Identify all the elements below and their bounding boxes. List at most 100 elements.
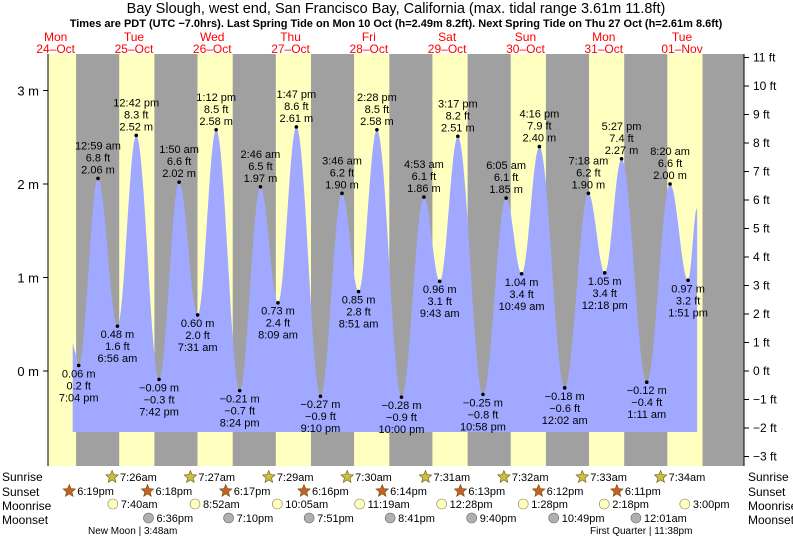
tide-area [72,127,698,432]
tide-time: 12:59 am [75,140,121,152]
tide-point [276,300,280,305]
moon-phase-first-quarter: First Quarter | 11:38pm [590,526,692,537]
tide-height-ft: 6.5 ft [248,161,272,173]
sunset-icon [531,483,546,497]
tide-height-ft: 6.1 ft [494,172,518,184]
moonrise-time: 8:52am [203,499,240,511]
tide-height-m: 0.60 m [181,318,215,330]
day-label-date: 28–Oct [349,42,388,56]
moonrise-icon [189,498,201,510]
tide-time: 8:20 am [650,146,690,158]
moonset-time: 6:36pm [156,513,193,525]
left-tick-label: 0 m [17,364,39,379]
tide-time: 10:58 pm [460,421,506,433]
tide-time: 12:42 pm [113,97,159,109]
tide-time: 12:18 pm [582,300,628,312]
moonrise-icon [107,498,119,510]
tide-curve [72,127,698,432]
tide-height-m: −0.21 m [220,394,260,406]
tide-point [294,125,299,129]
tide-point [422,195,426,199]
moonrise-time: 12:28pm [450,499,493,511]
tide-time: 6:56 am [98,353,138,365]
tide-height-ft: 6.2 ft [576,167,600,179]
tide-time: 4:16 pm [520,109,560,121]
tide-point [157,377,161,382]
tide-time: 8:51 am [339,319,379,331]
tide-time: 1:47 pm [276,89,316,101]
tide-time: 7:31 am [178,342,218,354]
tide-time: 9:10 pm [301,423,341,435]
tide-height-m: 0.06 m [62,368,96,380]
day-label-dow: Fri [362,30,376,44]
tide-time: 1:12 pm [196,92,236,104]
sunrise-icon [183,469,198,483]
sunset-time: 6:13pm [468,486,505,498]
day-label-date: 25–Oct [115,42,154,56]
tide-point [318,394,323,399]
tide-point [644,380,649,385]
tide-height-ft: 6.6 ft [167,156,191,168]
tide-height-ft: −0.9 ft [386,412,417,424]
tide-height-m: 1.04 m [505,277,539,289]
day-label-dow: Mon [592,30,615,44]
tide-height-ft: −0.9 ft [305,411,336,423]
tide-time: 8:24 pm [220,418,260,430]
right-tick-label: 9 ft [753,108,770,122]
right-tick-label: 0 ft [753,364,770,378]
moonset-time: 9:40pm [480,513,517,525]
sunset-time: 6:14pm [390,486,427,498]
moonrise-icon [598,498,610,510]
tide-point [519,271,524,276]
tide-time: 2:28 pm [357,92,397,104]
tide-height-ft: 6.1 ft [412,171,436,183]
tide-point [562,386,567,390]
tide-point [356,289,361,294]
chart-title: Bay Slough, west end, San Francisco Bay,… [127,1,666,17]
sunrise-time: 7:34am [669,472,706,484]
day-label-date: 31–Oct [584,42,623,56]
tide-point [134,133,139,138]
tide-point [340,191,344,196]
night-band [702,54,744,466]
day-label-dow: Thu [280,30,301,44]
sunset-icon [62,483,77,497]
tide-time: 3:46 am [322,155,362,167]
moonrise-time: 10:05am [285,499,328,511]
day-label-date: 26–Oct [193,42,232,56]
day-label-dow: Tue [124,30,145,44]
tide-time: 9:43 am [420,308,460,320]
day-label-dow: Sun [515,30,536,44]
tide-time: 7:18 am [569,155,609,167]
tide-height-ft: 3.4 ft [592,288,616,300]
sunrise-icon [340,469,355,483]
moonset-icon [466,512,477,524]
tide-height-ft: 0.2 ft [66,380,90,392]
tide-height-m: 2.02 m [162,168,196,180]
sunrise-time: 7:27am [198,472,235,484]
left-tick-label: 2 m [17,177,39,192]
moonset-icon [630,512,642,524]
tide-height-m: 1.85 m [489,184,523,196]
tide-point [537,144,542,149]
row-label-right-sunrise: Sunrise [748,470,789,484]
left-tick-label: 3 m [17,84,39,99]
tide-height-m: 0.96 m [423,284,457,296]
sunrise-icon [575,469,590,483]
right-tick-label: −1 ft [753,392,777,406]
tide-height-m: 1.05 m [588,276,622,288]
tide-height-ft: 2.4 ft [266,318,290,330]
day-label-dow: Sat [438,30,457,44]
tide-point [399,395,404,399]
tide-time: 4:53 am [404,159,444,171]
tide-height-m: −0.28 m [381,400,421,412]
moonset-icon [223,512,234,524]
moonrise-icon [436,498,447,510]
right-tick-label: 11 ft [753,51,776,65]
day-label-dow: Tue [672,30,693,44]
tide-point [586,191,591,196]
tide-height-ft: 3.4 ft [509,289,533,301]
sunrise-time: 7:31am [434,472,471,484]
tide-time: 6:05 am [486,160,526,172]
